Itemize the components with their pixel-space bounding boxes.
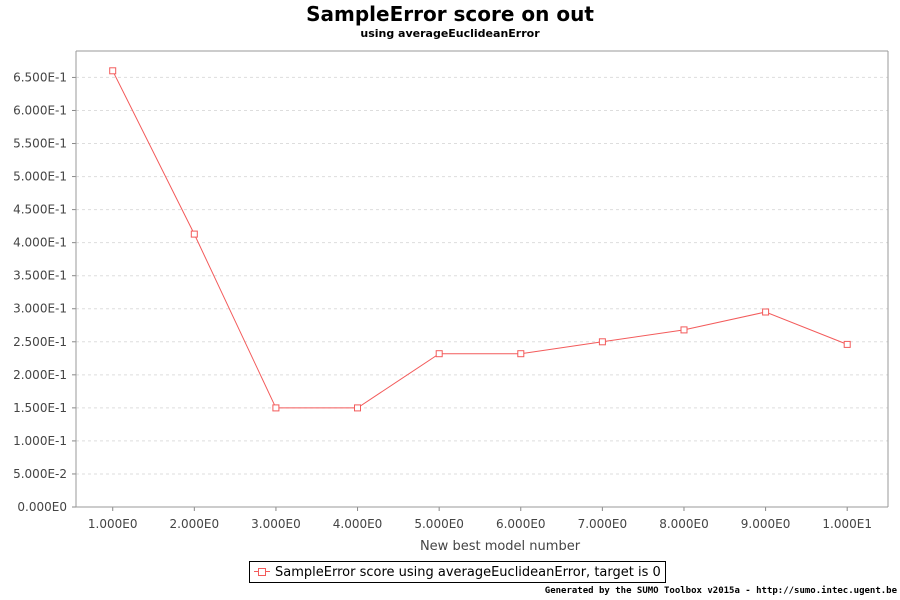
data-point <box>680 326 688 334</box>
y-tick-label: 5.000E-2 <box>13 467 67 481</box>
y-tick-label: 1.500E-1 <box>13 401 67 415</box>
x-tick-label: 1.000E1 <box>822 517 872 531</box>
x-tick-label: 7.000E0 <box>578 517 628 531</box>
y-tick-label: 5.000E-1 <box>13 170 67 184</box>
data-point <box>598 338 606 346</box>
y-tick-label: 5.500E-1 <box>13 137 67 151</box>
credit-footer: Generated by the SUMO Toolbox v2015a - h… <box>544 586 897 596</box>
series-line <box>112 70 848 409</box>
chart-subtitle: using averageEuclideanError <box>360 27 540 40</box>
x-tick-label: 1.000E0 <box>88 517 138 531</box>
x-tick-label: 5.000E0 <box>414 517 464 531</box>
y-tick-label: 2.000E-1 <box>13 368 67 382</box>
chart-legend: SampleError score using averageEuclidean… <box>249 561 666 583</box>
y-tick-label: 3.500E-1 <box>13 269 67 283</box>
y-tick-label: 2.500E-1 <box>13 335 67 349</box>
y-tick-label: 4.500E-1 <box>13 203 67 217</box>
data-point <box>272 404 280 412</box>
y-tick-label: 0.000E0 <box>17 500 67 514</box>
x-tick-label: 2.000E0 <box>170 517 220 531</box>
y-tick-label: 3.000E-1 <box>13 302 67 316</box>
x-tick-label: 4.000E0 <box>333 517 383 531</box>
x-tick-label: 6.000E0 <box>496 517 546 531</box>
legend-label: SampleError score using averageEuclidean… <box>275 564 661 580</box>
chart-title: SampleError score on out <box>306 2 594 26</box>
data-point <box>190 230 198 238</box>
x-tick-label: 3.000E0 <box>251 517 301 531</box>
y-tick-label: 6.000E-1 <box>13 103 67 117</box>
data-point <box>354 404 361 412</box>
y-tick-label: 6.500E-1 <box>13 70 67 84</box>
data-point <box>109 67 117 75</box>
y-tick-label: 1.000E-1 <box>13 434 67 448</box>
data-point <box>517 350 525 358</box>
data-point <box>435 350 443 358</box>
y-tick-label: 4.000E-1 <box>13 236 67 250</box>
x-tick-label: 8.000E0 <box>659 517 709 531</box>
x-tick-label: 9.000E0 <box>741 517 791 531</box>
plot-background <box>76 51 888 507</box>
data-point <box>843 340 851 348</box>
legend-swatch-icon <box>254 566 270 578</box>
data-point <box>762 308 770 316</box>
x-axis-label: New best model number <box>420 539 581 554</box>
